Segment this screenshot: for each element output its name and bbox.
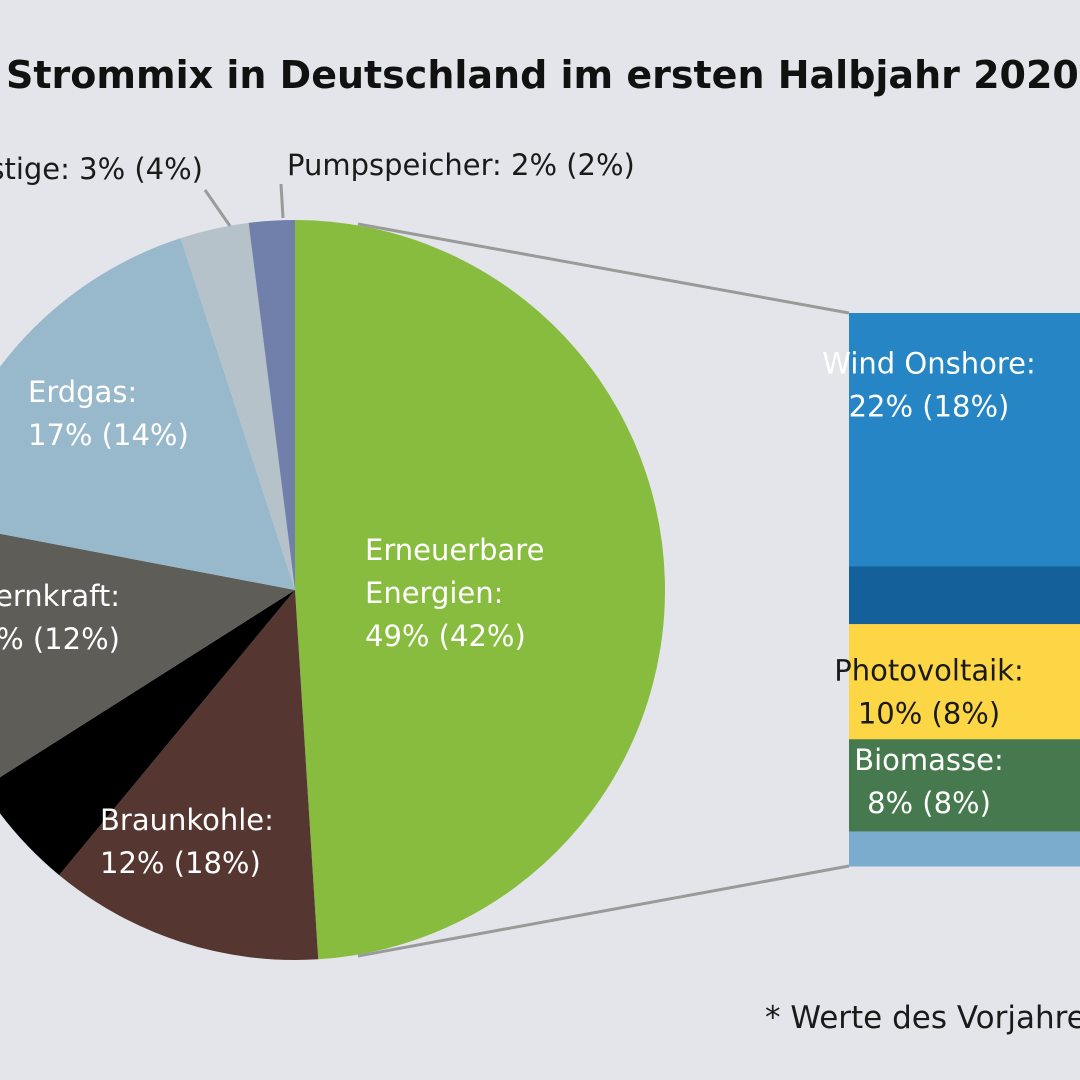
pie-slice-erdgas bbox=[0, 238, 295, 590]
bar-segment-wind-onshore bbox=[849, 313, 1080, 567]
pie-slice-braunkohle bbox=[59, 590, 319, 961]
slice-label-braunkohle: Braunkohle: 12% (18%) bbox=[100, 803, 274, 880]
pie-slice-steinkohle bbox=[0, 590, 295, 876]
pie-chart bbox=[0, 220, 665, 961]
pie-slice-pumpspeicher bbox=[248, 220, 295, 590]
chart-title: Strommix in Deutschland im ersten Halbja… bbox=[6, 53, 1080, 97]
connector-line-bottom bbox=[357, 864, 850, 958]
bar-segment-wasserkraft bbox=[849, 831, 1080, 867]
footnote: * Werte des Vorjahres bbox=[765, 1000, 1080, 1036]
slice-label-sonstige: Sonstige: 3% (4%) bbox=[0, 152, 203, 186]
bar-segment-wind-offshore bbox=[849, 566, 1080, 625]
breakdown-connectors bbox=[357, 222, 850, 958]
leader-line-pumpspeicher bbox=[279, 183, 285, 219]
segment-label-wind-onshore: Wind Onshore: 22% (18%) bbox=[822, 347, 1035, 424]
pie-slice-kernkraft bbox=[0, 533, 295, 778]
pie-slice-sonstige bbox=[180, 222, 295, 591]
segment-label-photovoltaik: Photovoltaik: 10% (8%) bbox=[834, 653, 1023, 730]
bar-segment-biomasse bbox=[849, 739, 1080, 832]
slice-label-kernkraft: Kernkraft:12% (12%) bbox=[0, 579, 120, 656]
bar-segment-photovoltaik bbox=[849, 624, 1080, 740]
segment-label-biomasse: Biomasse: 8% (8%) bbox=[854, 743, 1004, 820]
slice-labels: Erneuerbare Energien: 49% (42%) Braunkohle:… bbox=[0, 148, 635, 880]
connector-line-top bbox=[357, 222, 850, 315]
slice-label-erneuerbare-energien: Erneuerbare Energien: 49% (42%) bbox=[365, 533, 544, 653]
slice-label-pumpspeicher: Pumpspeicher: 2% (2%) bbox=[287, 148, 635, 182]
renewables-breakdown-bar: Wind Onshore: 22% (18%) Photovoltaik: 10% (… bbox=[822, 313, 1080, 867]
slice-label-erdgas: Erdgas: 17% (14%) bbox=[28, 375, 189, 452]
leader-line-sonstige bbox=[203, 189, 232, 227]
pie-slice-erneuerbare-energien bbox=[295, 220, 665, 960]
